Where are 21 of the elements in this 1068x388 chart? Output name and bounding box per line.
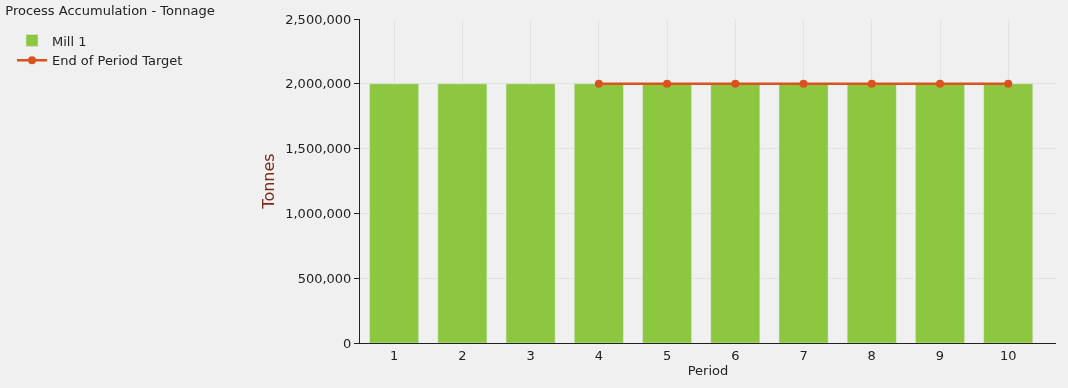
x-tick-label: 9 bbox=[935, 347, 945, 363]
text: Process Accumulation - Tonnage bbox=[5, 2, 215, 18]
y-axis-title: Tonnes bbox=[259, 153, 279, 210]
y-tick-label: 1,500,000 bbox=[285, 141, 352, 157]
x-tick-label: 2 bbox=[458, 347, 467, 363]
x-tick-label: 7 bbox=[799, 347, 808, 363]
x-tick-label: 10 bbox=[999, 347, 1017, 363]
y-tick-label: 1,000,000 bbox=[285, 205, 352, 221]
x-tick-label: 4 bbox=[594, 347, 603, 363]
x-tick-label: 3 bbox=[526, 347, 535, 363]
legend-label: Mill 1 bbox=[52, 33, 87, 49]
y-tick-label: 2,500,000 bbox=[285, 11, 352, 27]
y-tick-label: 500,000 bbox=[297, 270, 352, 286]
legend-label: End of Period Target bbox=[52, 53, 183, 69]
x-tick-label: 1 bbox=[389, 347, 399, 363]
x-tick-label: 5 bbox=[662, 347, 672, 363]
x-tick-label: 6 bbox=[731, 347, 740, 363]
x-tick-label: 8 bbox=[867, 347, 876, 363]
y-tick-label: 0 bbox=[343, 335, 352, 351]
y-tick-label: 2,000,000 bbox=[285, 76, 352, 92]
x-axis-title: Period bbox=[687, 363, 729, 379]
